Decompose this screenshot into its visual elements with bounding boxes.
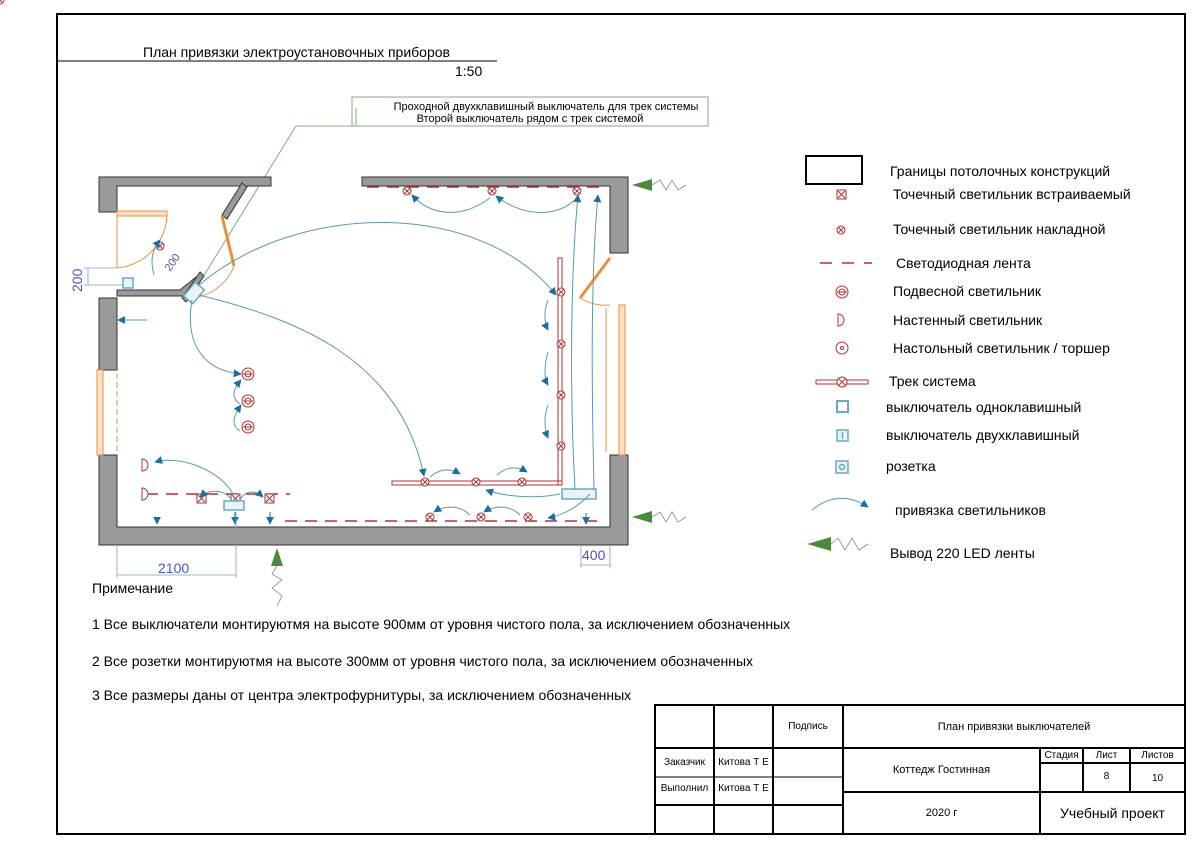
year: 2020 г: [925, 807, 958, 819]
title-block: [654, 704, 1186, 835]
legend-icons: [805, 155, 872, 551]
sheets-label: Листов: [1141, 750, 1174, 761]
customer-name: Китова Т Е: [718, 757, 769, 768]
legend-label: выключатель двухклавишный: [886, 427, 1079, 443]
room-walls: [98, 176, 629, 546]
dimension-400: 400: [582, 547, 606, 563]
dimension-200-diagonal: 200: [163, 252, 183, 274]
doors-windows: [96, 210, 626, 456]
note-item: 1 Все выключатели монтируютмя на высоте …: [92, 616, 791, 632]
wall-lamp-icon: [837, 313, 845, 327]
legend-label: Светодиодная лента: [896, 255, 1031, 271]
led-power-outputs: [271, 179, 687, 607]
stage-value: [1040, 763, 1083, 792]
performer-label: Выполнил: [660, 782, 709, 794]
plan-scale: 1:50: [455, 63, 482, 79]
legend-label: Вывод 220 LED ленты: [890, 545, 1035, 561]
recessed-spotlight-icon: [836, 189, 847, 200]
socket-arrows: [153, 512, 590, 525]
legend-label: Подвесной светильник: [893, 283, 1042, 299]
notes-title: Примечание: [92, 580, 174, 596]
dimension-200-left: 200: [69, 268, 85, 292]
binding-arrows: [117, 194, 602, 521]
floor-lamp-icon: [835, 341, 849, 355]
double-switch-icon: [836, 429, 849, 442]
spotlights: [0, 0, 582, 522]
light-binding-arrow-icon: [811, 497, 869, 511]
dimension-2100: 2100: [158, 560, 189, 576]
legend-label: Границы потолочных конструкций: [890, 163, 1110, 179]
sheet-border: [56, 13, 1186, 835]
project-name: Коттедж Гостинная: [892, 764, 991, 776]
sheet-value: 8: [1103, 771, 1110, 782]
track-system-icon: [815, 376, 869, 388]
legend-label: Настольный светильник / торшер: [893, 340, 1110, 356]
callout: Проходной двухклавишный выключатель для …: [194, 96, 709, 291]
sheet-label: Лист: [1095, 750, 1118, 761]
switches: [122, 277, 597, 511]
socket-icon: [835, 460, 849, 474]
led-strips: [146, 186, 606, 522]
legend-label: розетка: [886, 458, 936, 474]
project-type: Учебный проект: [1060, 805, 1165, 821]
single-switch-icon: [836, 400, 849, 413]
surface-spotlight-icon: [836, 225, 846, 235]
plan-title: План привязки электроустановочных прибор…: [143, 44, 450, 60]
legend-label: привязка светильников: [895, 502, 1046, 518]
sheets-value: 10: [1151, 773, 1164, 784]
legend-label: Точечный светильник накладной: [893, 221, 1105, 237]
customer-label: Заказчик: [663, 757, 706, 768]
note-item: 3 Все размеры даны от центра электрофурн…: [92, 687, 632, 703]
legend-label: выключатель одноклавишный: [886, 399, 1081, 415]
dimensions: [84, 267, 611, 578]
callout-line-1: Проходной двухклавишный выключатель для …: [394, 101, 699, 113]
performer-name: Китова Т Е: [718, 782, 769, 794]
pendant-lamp-icon: [835, 285, 849, 299]
signature-header: Подпись: [788, 721, 828, 732]
callout-line-2: Второй выключатель рядом с трек системой: [417, 113, 644, 125]
legend-label: Точечный светильник встраиваемый: [893, 186, 1131, 202]
note-item: 2 Все розетки монтируютмя на высоте 300м…: [92, 653, 754, 669]
legend-label: Трек система: [889, 373, 976, 389]
led-power-output-icon: [807, 537, 869, 551]
drawing-name: План привязки выключателей: [937, 720, 1091, 733]
legend-label: Настенный светильник: [893, 312, 1043, 328]
ceiling-boundary-icon: [805, 155, 863, 185]
stage-label: Стадия: [1044, 750, 1079, 761]
